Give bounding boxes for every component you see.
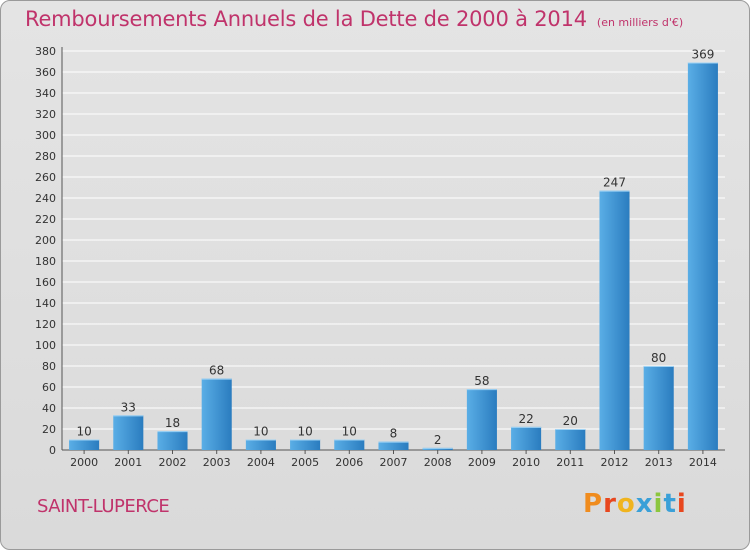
y-tick-label: 320: [35, 108, 56, 121]
chart-unit: (en milliers d'€): [596, 16, 684, 29]
data-label: 68: [209, 364, 224, 378]
logo-letter: i: [676, 489, 687, 519]
data-label: 247: [603, 176, 626, 190]
x-tick-label: 2007: [380, 456, 408, 469]
bar: [69, 439, 100, 450]
x-tick-label: 2012: [601, 456, 629, 469]
x-tick-label: 2001: [114, 456, 142, 469]
proxiti-logo: Proxiti: [583, 489, 687, 519]
data-label: 10: [76, 425, 91, 439]
data-label: 10: [342, 425, 357, 439]
x-tick-label: 2011: [556, 456, 584, 469]
x-tick-label: 2003: [203, 456, 231, 469]
bar: [245, 439, 276, 450]
logo-letter: t: [663, 489, 677, 519]
y-tick-label: 40: [42, 402, 56, 415]
y-tick-label: 300: [35, 129, 56, 142]
x-tick-label: 2013: [645, 456, 673, 469]
x-tick-label: 2014: [689, 456, 717, 469]
y-tick-label: 200: [35, 234, 56, 247]
y-tick-label: 80: [42, 360, 56, 373]
logo-letter: o: [616, 489, 636, 519]
chart-title-text: Remboursements Annuels de la Dette de 20…: [25, 7, 587, 31]
bar: [201, 378, 232, 450]
bar: [113, 415, 144, 450]
x-tick-label: 2008: [424, 456, 452, 469]
logo-letter: P: [583, 489, 604, 519]
bar: [422, 447, 453, 450]
y-tick-label: 20: [42, 423, 56, 436]
bar: [511, 426, 542, 450]
bar: [687, 62, 718, 451]
y-tick-label: 100: [35, 339, 56, 352]
data-label: 58: [474, 374, 489, 388]
data-label: 33: [121, 400, 136, 414]
logo-letter: x: [635, 489, 654, 519]
x-tick-label: 2000: [70, 456, 98, 469]
bar: [555, 429, 586, 450]
y-tick-label: 220: [35, 213, 56, 226]
x-tick-label: 2005: [291, 456, 319, 469]
y-tick-label: 340: [35, 87, 56, 100]
y-tick-label: 0: [49, 444, 56, 457]
labels: 2000 10 2001 33 2002 18 2003 68 2004 10 2005 10 2006…: [70, 48, 717, 469]
logo-letter: i: [653, 489, 664, 519]
logo-letter: r: [603, 489, 617, 519]
bar: [466, 389, 497, 450]
x-tick-label: 2002: [159, 456, 187, 469]
data-label: 10: [253, 425, 268, 439]
y-tick-label: 160: [35, 276, 56, 289]
y-tick-label: 120: [35, 318, 56, 331]
bar: [378, 441, 409, 450]
x-tick-label: 2010: [512, 456, 540, 469]
data-label: 18: [165, 416, 180, 430]
commune-name: SAINT-LUPERCE: [37, 496, 170, 517]
y-tick-label: 140: [35, 297, 56, 310]
y-tick-label: 180: [35, 255, 56, 268]
data-label: 10: [297, 425, 312, 439]
x-tick-label: 2009: [468, 456, 496, 469]
data-label: 369: [691, 48, 714, 62]
y-tick-label: 60: [42, 381, 56, 394]
data-label: 22: [518, 412, 533, 426]
y-tick-label: 240: [35, 192, 56, 205]
data-label: 80: [651, 351, 666, 365]
chart-title: Remboursements Annuels de la Dette de 20…: [25, 7, 683, 31]
y-tick-label: 260: [35, 171, 56, 184]
y-tick-label: 280: [35, 150, 56, 163]
y-tick-label: 360: [35, 66, 56, 79]
bar: [290, 439, 321, 450]
bars: [69, 62, 718, 451]
bar: [643, 366, 674, 450]
bar: [157, 431, 188, 450]
data-label: 2: [434, 433, 442, 447]
x-tick-label: 2006: [335, 456, 363, 469]
y-tick-label: 380: [35, 45, 56, 58]
bar: [334, 439, 365, 450]
x-tick-label: 2004: [247, 456, 275, 469]
data-label: 20: [563, 414, 578, 428]
data-label: 8: [390, 427, 398, 441]
bar: [599, 190, 630, 450]
